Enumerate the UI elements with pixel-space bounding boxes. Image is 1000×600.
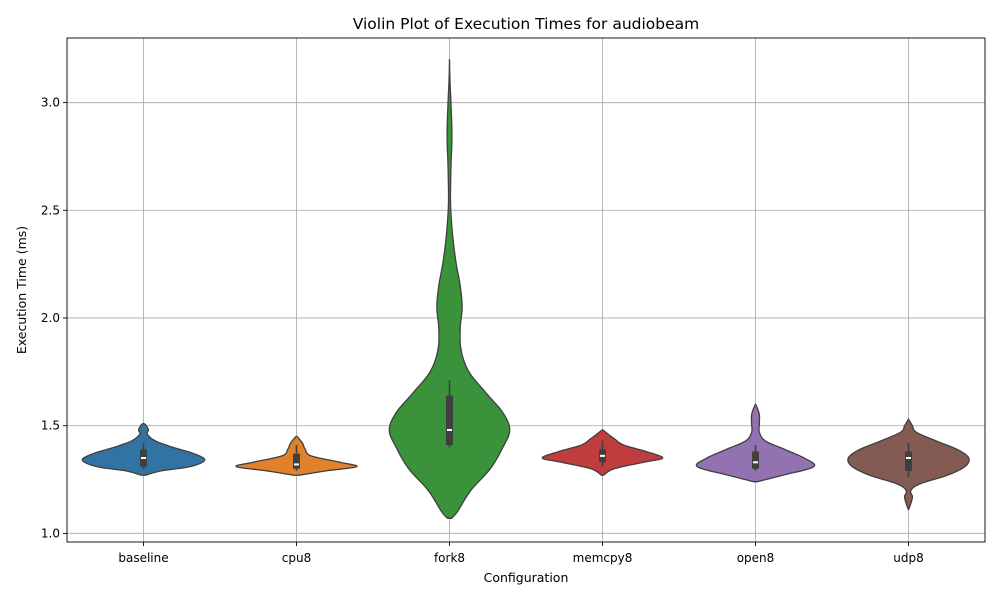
y-tick-label: 2.0: [41, 311, 60, 325]
box-layer: [140, 380, 912, 478]
chart-title: Violin Plot of Execution Times for audio…: [353, 15, 700, 33]
x-tick-label: memcpy8: [573, 551, 633, 565]
iqr-box-udp8: [905, 451, 912, 471]
y-tick-layer: 1.0 1.5 2.0 2.5 3.0: [41, 96, 67, 540]
x-tick-label: fork8: [434, 551, 465, 565]
x-tick-label: baseline: [118, 551, 168, 565]
plot-frame: [66, 37, 986, 543]
x-tick-label: cpu8: [282, 551, 311, 565]
y-tick-label: 1.5: [41, 419, 60, 433]
violin-open8: [695, 403, 816, 483]
y-tick-label: 3.0: [41, 96, 60, 110]
x-tick-label: open8: [737, 551, 775, 565]
iqr-box-cpu8: [293, 453, 300, 469]
y-axis-label: Execution Time (ms): [14, 226, 29, 354]
iqr-box-fork8: [446, 395, 453, 446]
violin-fork8: [388, 58, 511, 519]
x-axis-label: Configuration: [484, 570, 569, 585]
y-tick-label: 2.5: [41, 203, 60, 217]
y-tick-label: 1.0: [41, 526, 60, 540]
iqr-box-open8: [752, 451, 759, 469]
x-tick-layer: baseline cpu8 fork8 memcpy8 open8 udp8: [118, 542, 924, 565]
x-tick-label: udp8: [893, 551, 923, 565]
